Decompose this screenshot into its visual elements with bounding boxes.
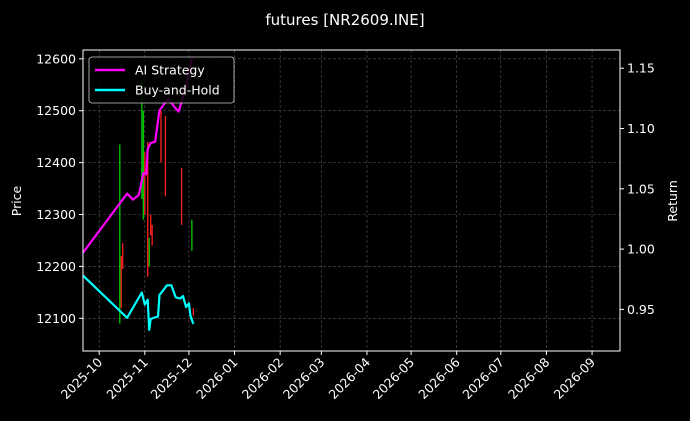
chart-title: futures [NR2609.INE] [265,11,424,29]
y-tick-label: 12200 [36,259,76,274]
legend: AI Strategy Buy-and-Hold [88,56,235,104]
legend-label: AI Strategy [135,63,205,78]
y-right-tick-label: 1.00 [627,242,655,257]
y-tick-label: 12100 [36,311,76,326]
left-axis: 12100 12200 12300 12400 12500 12600 [36,51,83,326]
y-right-tick-label: 0.95 [627,302,655,317]
legend-label: Buy-and-Hold [135,83,220,98]
y-axis-label: Price [9,185,24,216]
y-axis-right-label: Return [665,180,680,221]
y-tick-label: 12600 [36,51,76,66]
y-tick-label: 12500 [36,103,76,118]
y-right-tick-label: 1.10 [627,121,655,136]
y-right-tick-label: 1.05 [627,181,655,196]
y-tick-label: 12400 [36,155,76,170]
right-axis: 0.95 1.00 1.05 1.10 1.15 [620,61,655,317]
y-right-tick-label: 1.15 [627,61,655,76]
plot-frame [82,49,621,352]
y-tick-label: 12300 [36,207,76,222]
legend-box [88,56,235,104]
series-line-buy-and-hold [82,274,195,331]
